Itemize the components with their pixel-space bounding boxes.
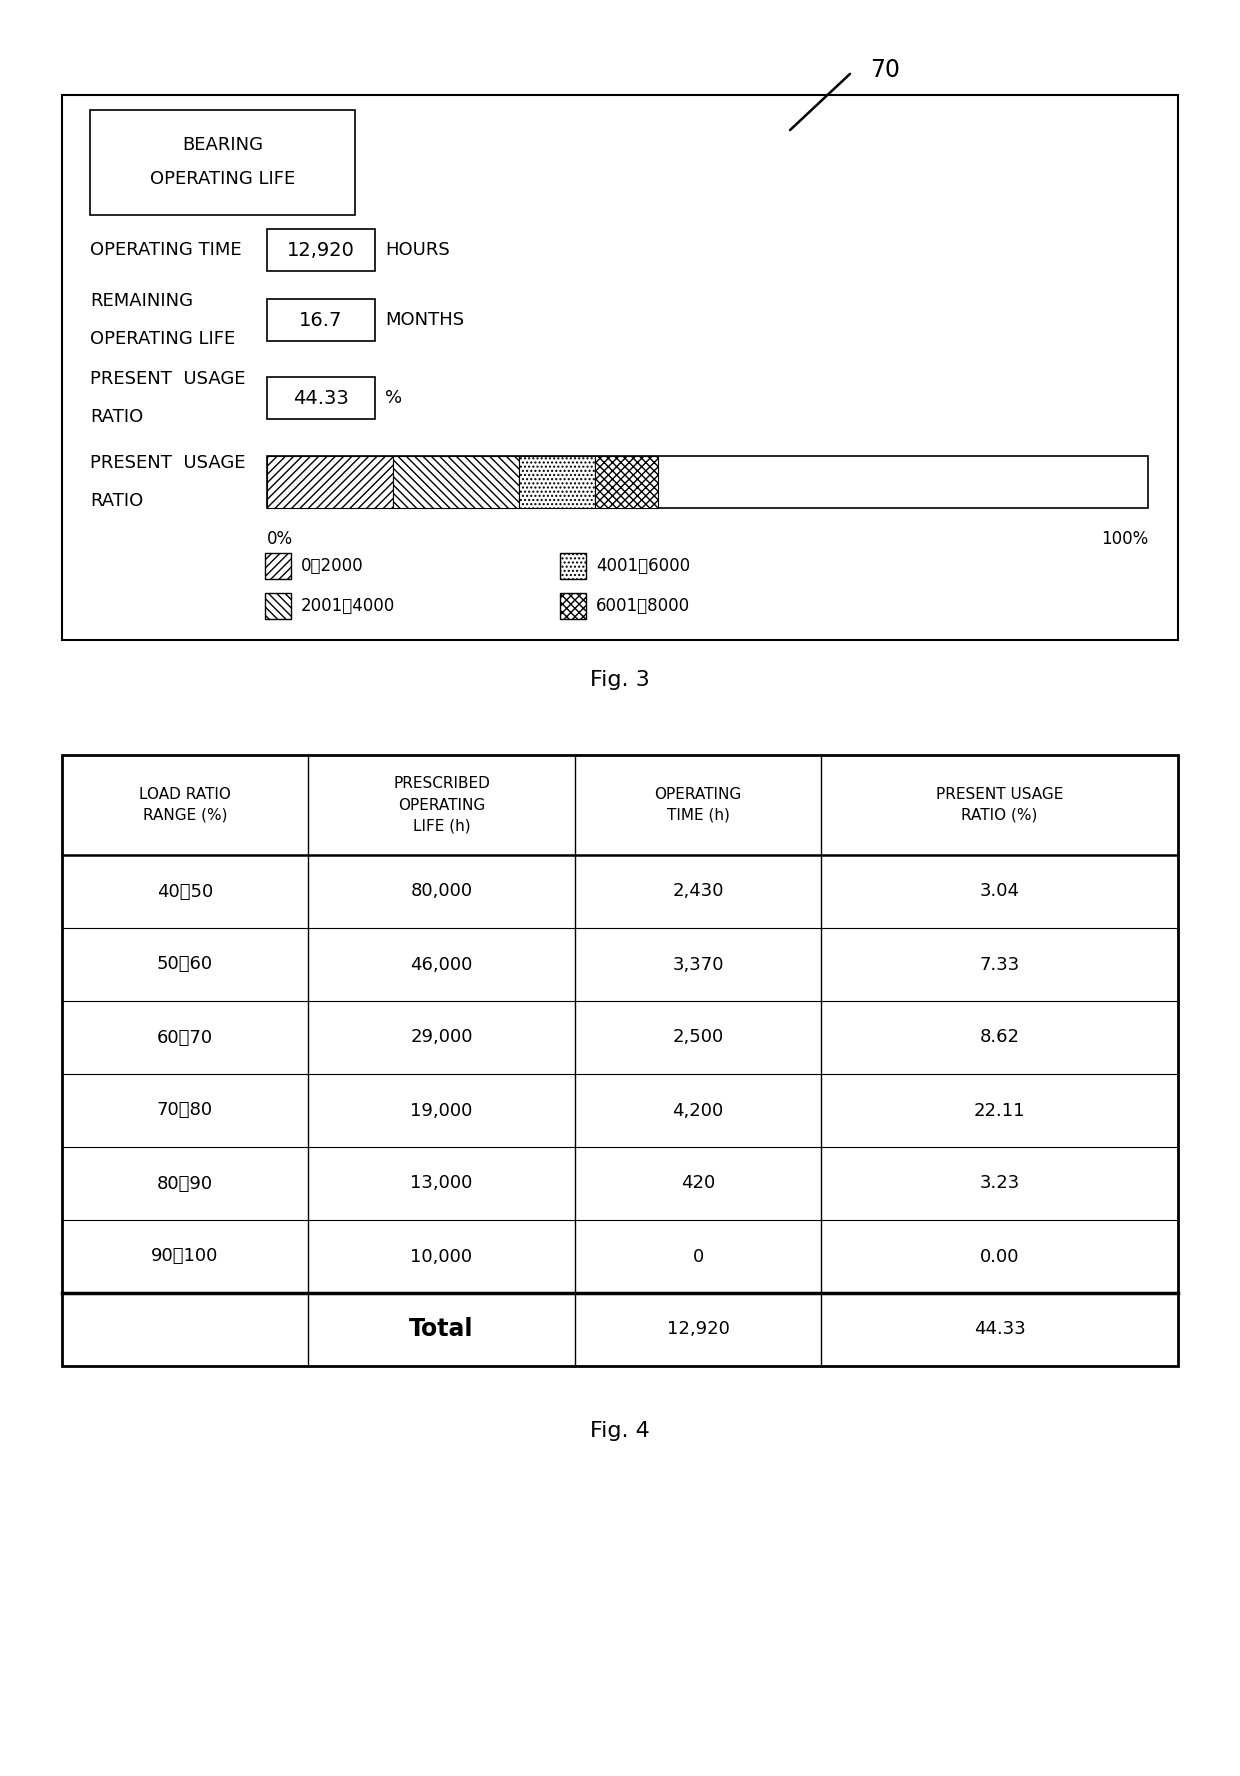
Text: PRESENT USAGE
RATIO (%): PRESENT USAGE RATIO (%) bbox=[936, 787, 1063, 822]
Text: HOURS: HOURS bbox=[384, 242, 450, 259]
Bar bbox=[267, 377, 374, 419]
Bar bbox=[393, 456, 520, 508]
Text: 2,500: 2,500 bbox=[672, 1028, 724, 1046]
Text: MONTHS: MONTHS bbox=[384, 311, 464, 329]
Text: 100%: 100% bbox=[1101, 529, 1148, 549]
Bar bbox=[560, 552, 587, 579]
Text: 4,200: 4,200 bbox=[672, 1101, 724, 1119]
Text: %: % bbox=[384, 389, 402, 407]
Text: OPERATING TIME: OPERATING TIME bbox=[91, 242, 242, 259]
Bar bbox=[265, 593, 291, 620]
Bar bbox=[267, 456, 1148, 508]
Bar bbox=[595, 456, 657, 508]
Text: 44.33: 44.33 bbox=[973, 1321, 1025, 1339]
Text: 70: 70 bbox=[870, 59, 900, 82]
Text: 80～90: 80～90 bbox=[156, 1174, 213, 1192]
Text: 16.7: 16.7 bbox=[299, 311, 342, 330]
Bar bbox=[520, 456, 595, 508]
Text: RATIO: RATIO bbox=[91, 408, 144, 426]
Bar bbox=[267, 298, 374, 341]
Text: 50～60: 50～60 bbox=[156, 955, 213, 973]
Text: PRESENT  USAGE: PRESENT USAGE bbox=[91, 455, 246, 472]
Text: 70～80: 70～80 bbox=[156, 1101, 213, 1119]
Text: 44.33: 44.33 bbox=[293, 389, 348, 407]
Text: 90～100: 90～100 bbox=[151, 1247, 218, 1266]
Text: Fig. 3: Fig. 3 bbox=[590, 670, 650, 691]
Text: 4001～6000: 4001～6000 bbox=[596, 558, 691, 575]
Text: 0%: 0% bbox=[267, 529, 293, 549]
Text: OPERATING LIFE: OPERATING LIFE bbox=[91, 330, 236, 348]
Bar bbox=[91, 110, 355, 215]
Text: 0～2000: 0～2000 bbox=[301, 558, 363, 575]
Text: 0.00: 0.00 bbox=[980, 1247, 1019, 1266]
Text: OPERATING
TIME (h): OPERATING TIME (h) bbox=[655, 787, 742, 822]
Text: 2,430: 2,430 bbox=[672, 883, 724, 900]
Text: 12,920: 12,920 bbox=[667, 1321, 729, 1339]
Text: 22.11: 22.11 bbox=[973, 1101, 1025, 1119]
Text: 420: 420 bbox=[681, 1174, 715, 1192]
Text: LOAD RATIO
RANGE (%): LOAD RATIO RANGE (%) bbox=[139, 787, 231, 822]
Text: REMAINING: REMAINING bbox=[91, 291, 193, 311]
Text: 60～70: 60～70 bbox=[156, 1028, 213, 1046]
Text: 8.62: 8.62 bbox=[980, 1028, 1019, 1046]
Bar bbox=[560, 593, 587, 620]
Text: PRESCRIBED
OPERATING
LIFE (h): PRESCRIBED OPERATING LIFE (h) bbox=[393, 776, 490, 833]
Text: 40～50: 40～50 bbox=[156, 883, 213, 900]
Text: PRESENT  USAGE: PRESENT USAGE bbox=[91, 369, 246, 387]
Text: 3,370: 3,370 bbox=[672, 955, 724, 973]
Text: 13,000: 13,000 bbox=[410, 1174, 472, 1192]
Text: 80,000: 80,000 bbox=[410, 883, 472, 900]
Text: OPERATING LIFE: OPERATING LIFE bbox=[150, 170, 295, 188]
Text: 0: 0 bbox=[692, 1247, 704, 1266]
Text: BEARING: BEARING bbox=[182, 137, 263, 155]
Text: 46,000: 46,000 bbox=[410, 955, 472, 973]
Text: Total: Total bbox=[409, 1318, 474, 1341]
Text: 3.04: 3.04 bbox=[980, 883, 1019, 900]
Text: 19,000: 19,000 bbox=[410, 1101, 472, 1119]
Text: 10,000: 10,000 bbox=[410, 1247, 472, 1266]
Text: 12,920: 12,920 bbox=[288, 240, 355, 259]
Bar bbox=[265, 552, 291, 579]
Text: 2001～4000: 2001～4000 bbox=[301, 597, 396, 614]
Bar bbox=[267, 229, 374, 272]
Bar bbox=[62, 755, 1178, 1366]
Bar bbox=[267, 456, 393, 508]
Text: RATIO: RATIO bbox=[91, 492, 144, 510]
Text: 29,000: 29,000 bbox=[410, 1028, 472, 1046]
Text: 7.33: 7.33 bbox=[980, 955, 1019, 973]
Text: 6001～8000: 6001～8000 bbox=[596, 597, 691, 614]
Bar bbox=[62, 94, 1178, 639]
Text: 3.23: 3.23 bbox=[980, 1174, 1019, 1192]
Text: Fig. 4: Fig. 4 bbox=[590, 1421, 650, 1440]
